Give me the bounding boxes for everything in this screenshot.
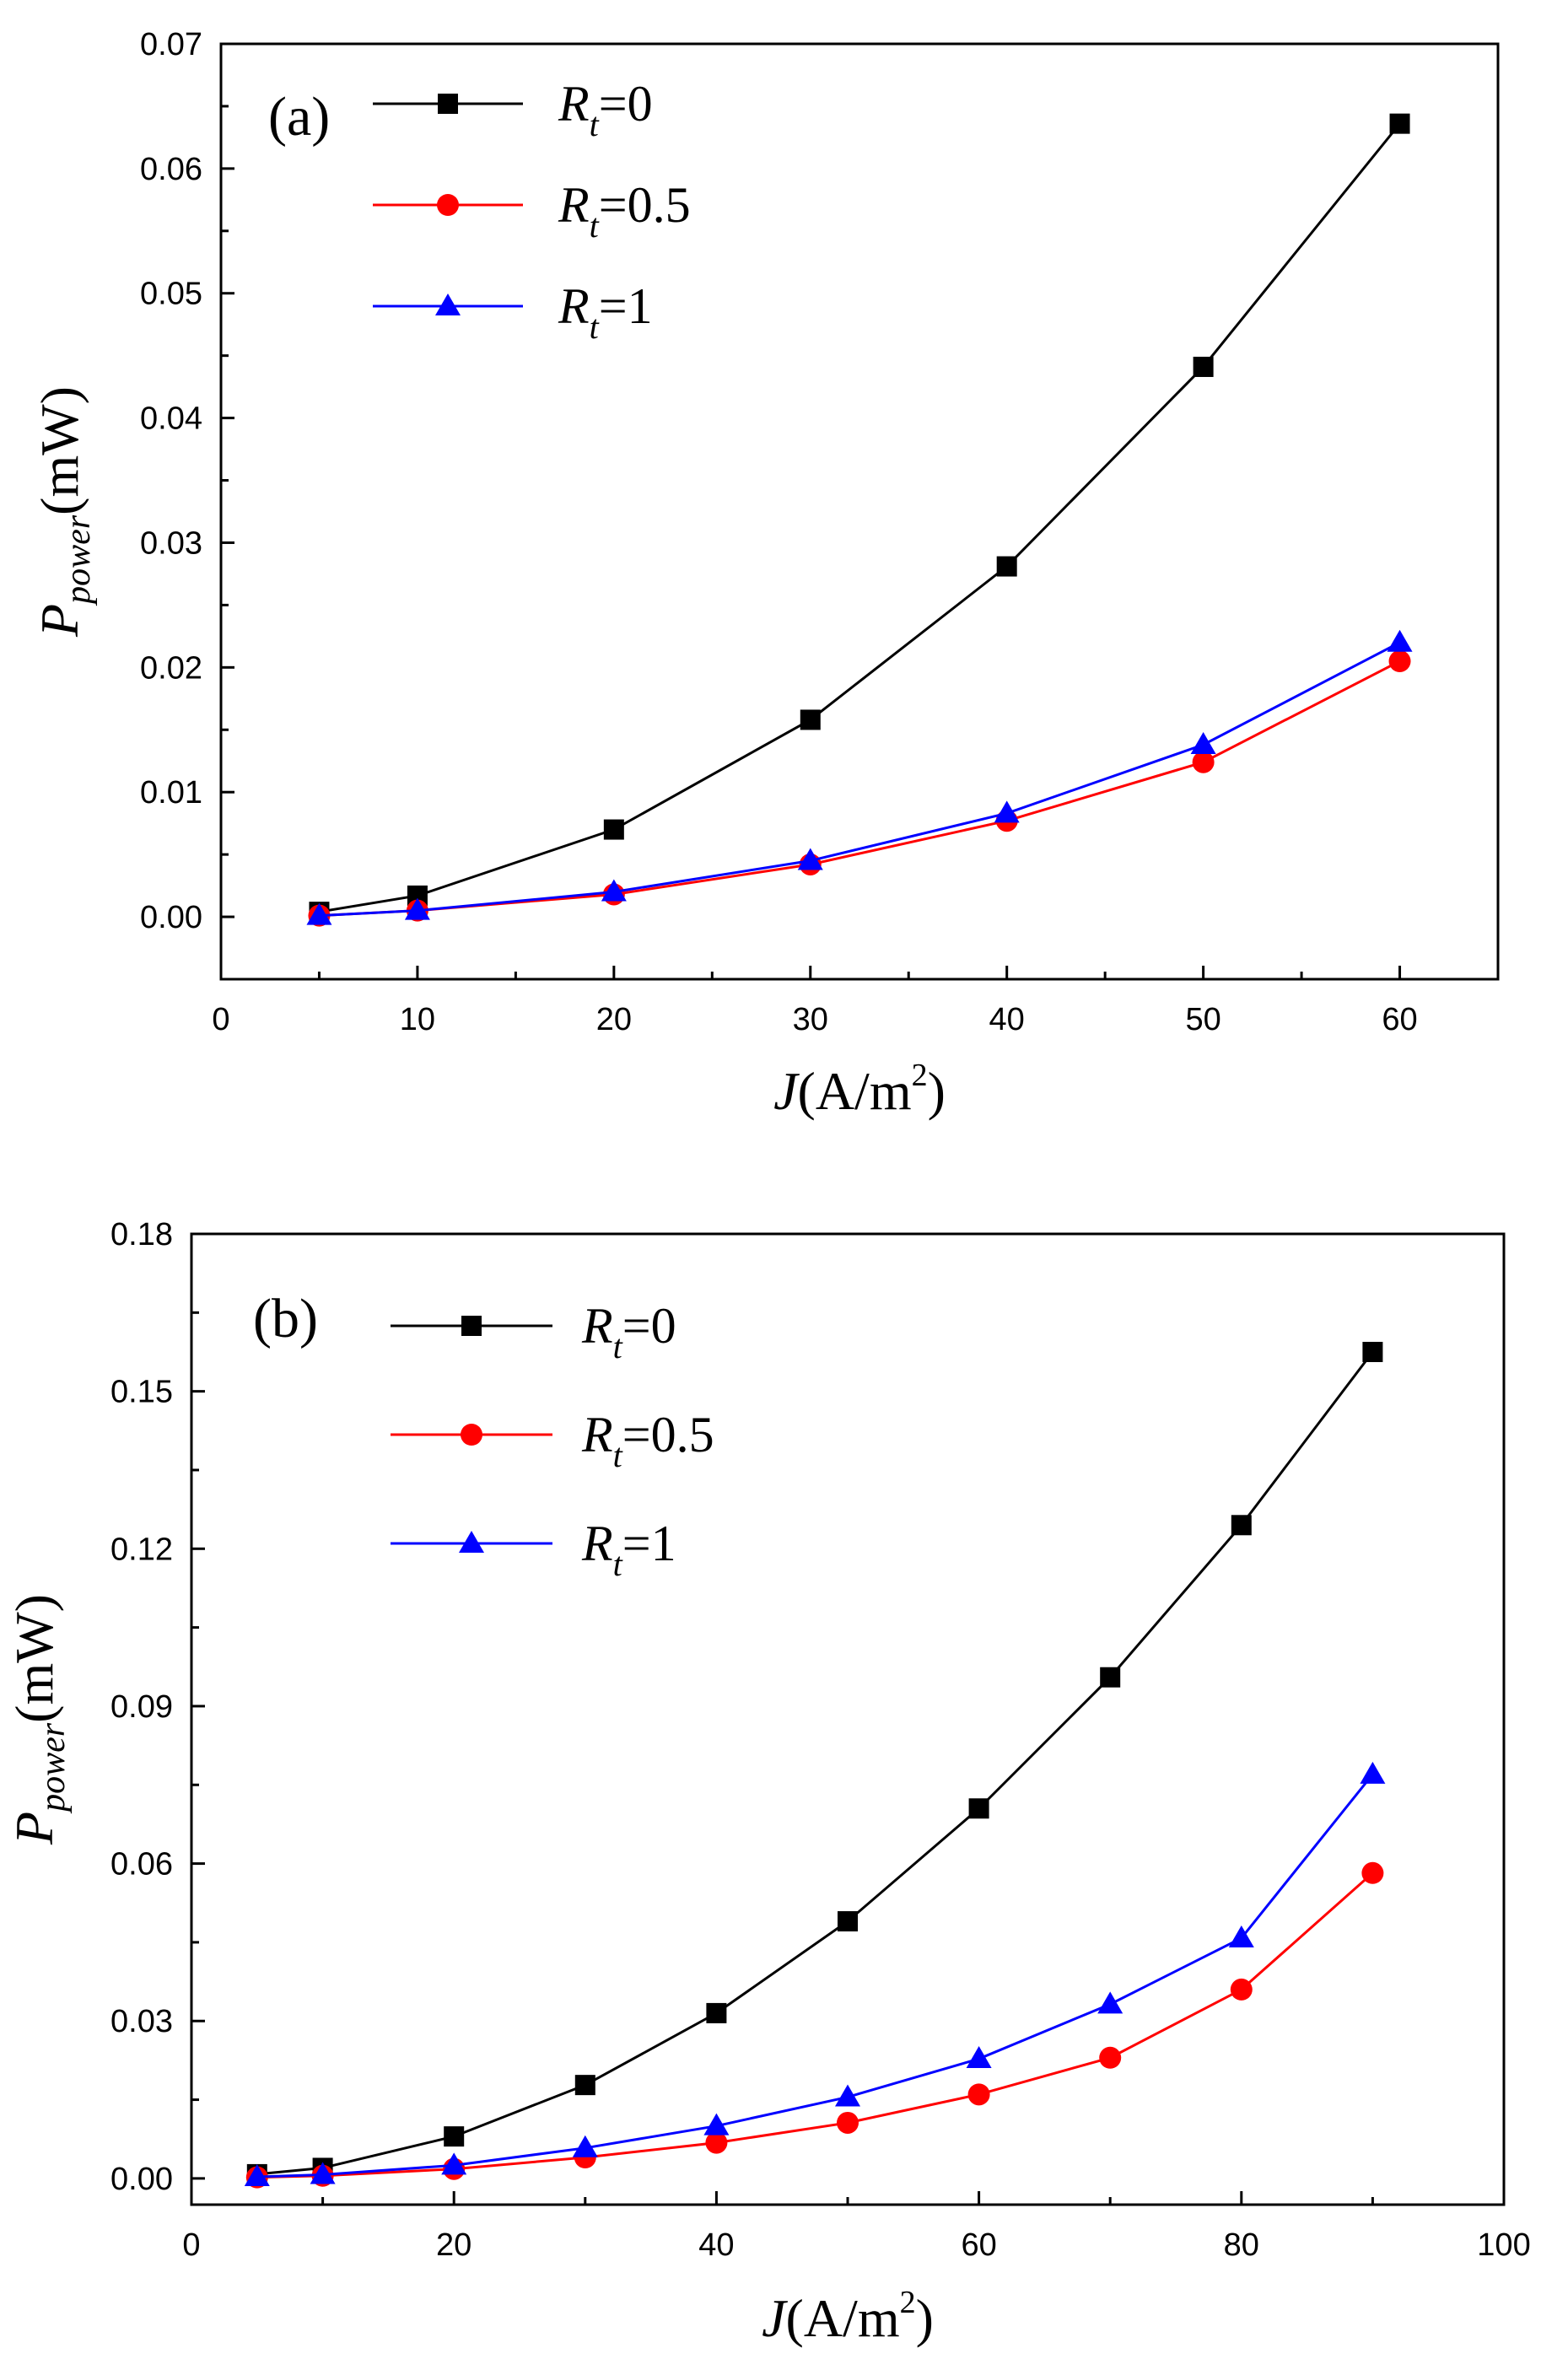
x-tick-label: 30	[793, 1002, 828, 1037]
y-tick-label: 0.03	[140, 525, 202, 561]
y-tick-label: 0.18	[110, 1217, 173, 1252]
legend-entry: Rt=0	[373, 76, 653, 143]
data-point	[1360, 1761, 1386, 1784]
data-point	[705, 2131, 728, 2154]
legend-label: Rt=1	[581, 1516, 676, 1583]
data-point	[306, 902, 332, 925]
panel-label: (a)	[268, 86, 330, 148]
x-tick-label: 50	[1185, 1002, 1220, 1037]
y-tick-label: 0.01	[140, 775, 202, 811]
data-point	[1389, 113, 1410, 134]
y-tick-label: 0.03	[110, 2004, 173, 2039]
data-point	[1387, 629, 1413, 652]
data-point	[404, 897, 430, 920]
x-tick-label: 10	[400, 1002, 435, 1037]
x-tick-label: 40	[989, 1002, 1025, 1037]
data-point	[574, 2075, 595, 2096]
data-point	[835, 2084, 860, 2107]
legend-marker	[435, 294, 461, 315]
y-tick-label: 0.00	[140, 900, 202, 935]
x-tick-label: 100	[1477, 2227, 1530, 2263]
legend-marker	[438, 94, 458, 114]
data-point	[797, 848, 823, 870]
x-tick-label: 20	[596, 1002, 632, 1037]
y-tick-label: 0.09	[110, 1689, 173, 1725]
x-tick-label: 0	[182, 2227, 200, 2263]
legend-label: Rt=0.5	[581, 1407, 714, 1474]
data-point	[994, 800, 1020, 823]
data-point	[800, 709, 821, 730]
data-point	[966, 2046, 992, 2069]
data-point	[703, 2113, 730, 2135]
legend-label: Rt=0.5	[558, 177, 691, 245]
y-tick-label: 0.02	[140, 650, 202, 686]
x-tick-label: 0	[212, 1002, 229, 1037]
data-point	[601, 879, 627, 902]
data-point	[244, 2164, 270, 2187]
data-point	[1230, 1978, 1253, 2001]
data-point	[441, 2152, 467, 2175]
legend-entry: Rt=1	[391, 1516, 676, 1583]
y-tick-label: 0.05	[140, 277, 202, 312]
data-point	[1193, 356, 1214, 377]
legend-label: Rt=0	[581, 1298, 676, 1365]
y-tick-label: 0.12	[110, 1532, 173, 1567]
series-rt-1	[306, 629, 1413, 925]
x-axis-label: J(A/m2)	[773, 1058, 946, 1121]
y-tick-label: 0.06	[140, 152, 202, 187]
data-point	[1100, 1667, 1121, 1688]
data-point	[837, 2111, 859, 2134]
data-point	[1362, 1341, 1383, 1362]
y-tick-label: 0.07	[140, 27, 202, 62]
x-tick-label: 60	[1382, 1002, 1417, 1037]
x-tick-label: 60	[961, 2227, 996, 2263]
chart-panel-b: 0 20 40 60 80 100 0.00 0.03 0.06 0.09 0.12 0.15 0.18…	[4, 1217, 1531, 2348]
plot-frame	[219, 42, 1500, 981]
y-tick-label: 0.06	[110, 1847, 173, 1882]
data-point	[1190, 732, 1216, 755]
data-point	[1388, 649, 1411, 672]
x-tick-label: 20	[436, 2227, 471, 2263]
data-point	[967, 2083, 990, 2106]
y-axis-label: Ppower(mW)	[4, 1594, 73, 1845]
data-point	[444, 2126, 465, 2147]
data-point	[1192, 751, 1215, 773]
x-tick-label: 80	[1224, 2227, 1259, 2263]
data-point	[1228, 1925, 1254, 1947]
data-point	[572, 2135, 598, 2157]
series-line	[256, 1872, 1374, 2179]
data-point	[968, 1798, 989, 1819]
legend-entry: Rt=1	[373, 278, 653, 346]
x-tick-label: 40	[698, 2227, 734, 2263]
legend-entry: Rt=0	[391, 1298, 676, 1365]
panel-label: (b)	[253, 1288, 318, 1349]
data-point	[603, 819, 624, 840]
data-point	[1361, 1861, 1384, 1884]
legend-label: Rt=1	[558, 278, 653, 346]
data-point	[838, 1911, 858, 1932]
y-axis-label: Ppower(mW)	[30, 386, 98, 638]
data-point	[996, 556, 1017, 577]
data-point	[310, 2162, 336, 2184]
data-point	[1099, 2046, 1122, 2069]
series-line	[256, 1351, 1374, 2176]
chart-panel-a: 0 10 20 30 40 50 60 0.00 0.01 0.02 0.03 0.04 0.05 0.0…	[30, 27, 1500, 1121]
legend-entry: Rt=0.5	[391, 1407, 714, 1474]
legend-marker	[437, 194, 459, 216]
data-point	[706, 2002, 727, 2023]
legend-label: Rt=0	[558, 76, 653, 143]
legend-marker	[461, 1316, 482, 1336]
legend-entry: Rt=0.5	[373, 177, 691, 245]
legend-marker	[459, 1531, 484, 1553]
y-tick-label: 0.15	[110, 1375, 173, 1410]
data-point	[1097, 1991, 1123, 2014]
series-line	[256, 1773, 1374, 2179]
series-rt-1	[244, 1761, 1386, 2187]
y-tick-label: 0.00	[110, 2162, 173, 2197]
legend-marker	[461, 1424, 482, 1446]
data-point	[1231, 1515, 1252, 1536]
y-tick-label: 0.04	[140, 401, 202, 437]
x-axis-label: J(A/m2)	[762, 2285, 934, 2348]
